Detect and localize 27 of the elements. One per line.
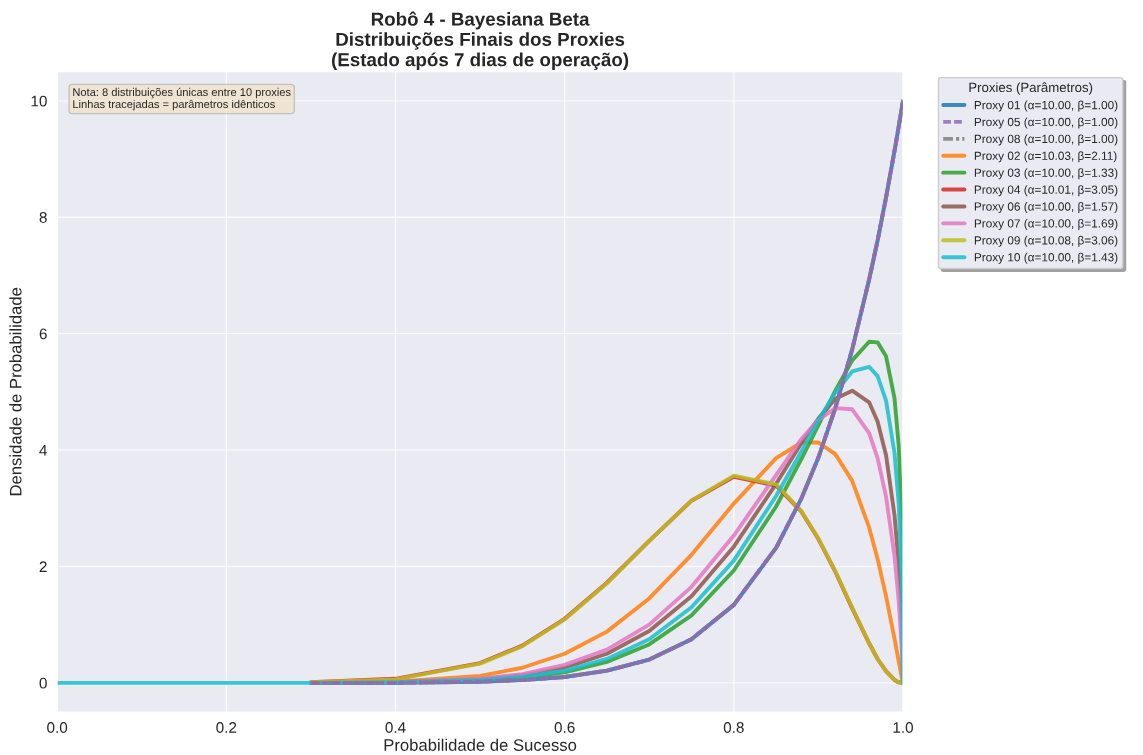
x-tick-label: 0.4 [385, 722, 406, 733]
y-tick-label: 2 [39, 561, 47, 572]
x-axis-title: Probabilidade de Sucesso [384, 738, 577, 751]
x-tick-label: 0.8 [723, 722, 744, 733]
y-tick-label: 10 [31, 95, 47, 107]
x-tick-label: 0.6 [554, 722, 575, 733]
legend-label: Proxy 06 (α=10.00, β=1.57) [974, 202, 1118, 214]
legend-label: Proxy 09 (α=10.08, β=3.06) [974, 235, 1118, 247]
x-tick-label: 1.0 [893, 722, 913, 733]
legend-label: Proxy 03 (α=10.00, β=1.33) [974, 168, 1118, 180]
y-tick-label: 8 [39, 212, 47, 223]
y-tick-label: 4 [39, 445, 47, 456]
legend-label: Proxy 08 (α=10.00, β=1.00) [974, 134, 1118, 146]
y-axis-title: Densidade de Probabilidade [9, 287, 22, 496]
legend-label: Proxy 02 (α=10.03, β=2.11) [974, 151, 1117, 163]
chart-title: Robô 4 - Bayesiana Beta Distribuições Finais dos Proxies (Estado após 7 dias de operação) [332, 11, 629, 71]
legend-label: Proxy 10 (α=10.00, β=1.43) [974, 252, 1118, 264]
x-tick-label: 0.2 [216, 722, 237, 733]
x-tick-label: 0.0 [47, 722, 68, 733]
legend-label: Proxy 07 (α=10.00, β=1.69) [974, 218, 1118, 230]
legend-label: Proxy 04 (α=10.01, β=3.05) [974, 185, 1118, 197]
annotation: Nota: 8 distribuições únicas entre 10 proxies Linhas tracejadas = parâmetros idênticos [73, 87, 291, 111]
y-tick-label: 6 [39, 328, 47, 340]
legend-label: Proxy 05 (α=10.00, β=1.00) [974, 117, 1118, 129]
y-tick-label: 0 [39, 677, 47, 689]
legend-label: Proxy 01 (α=10.00, β=1.00) [974, 100, 1118, 112]
legend-title: Proxies (Parâmetros) [969, 82, 1093, 95]
